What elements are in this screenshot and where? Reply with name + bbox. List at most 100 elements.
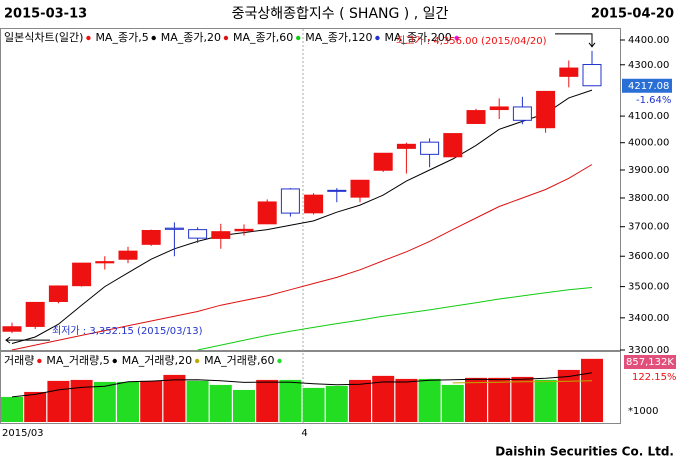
x-tick-label: 4 bbox=[301, 428, 307, 439]
candle-body bbox=[25, 301, 45, 327]
volume-bar bbox=[511, 376, 534, 422]
last-change: -1.64% bbox=[636, 95, 671, 106]
volume-bar bbox=[488, 377, 511, 422]
candle-body bbox=[141, 230, 161, 245]
volume-bar bbox=[233, 389, 255, 422]
candle-body bbox=[373, 152, 393, 171]
volume-bar bbox=[163, 374, 186, 422]
volume-bar bbox=[117, 381, 139, 422]
legend-dot bbox=[454, 35, 459, 41]
volume-bar bbox=[465, 377, 487, 422]
y-tick-label: 3500.00 bbox=[628, 282, 669, 293]
volume-bar bbox=[209, 384, 232, 422]
ma-line bbox=[11, 89, 593, 344]
volume-bar bbox=[1, 396, 23, 422]
volume-unit: *1000 bbox=[628, 406, 658, 417]
legend-dot bbox=[194, 358, 200, 364]
volume-bar bbox=[557, 369, 580, 422]
y-tick-label: 3700.00 bbox=[628, 222, 669, 233]
volume-bar bbox=[418, 378, 441, 422]
high-arrow bbox=[555, 33, 596, 48]
legend-label: MA_거래량,20 bbox=[122, 354, 192, 367]
candle-body bbox=[188, 229, 208, 239]
volume-bar bbox=[256, 379, 279, 422]
legend-dot bbox=[86, 35, 91, 41]
legend-dot bbox=[296, 35, 301, 41]
start-date: 2015-03-13 bbox=[4, 7, 87, 22]
candle-body bbox=[582, 64, 602, 87]
volume-box bbox=[624, 355, 676, 369]
candle-body bbox=[489, 106, 509, 111]
volume-panel bbox=[0, 351, 621, 424]
candle-body bbox=[234, 228, 254, 232]
candle-body bbox=[48, 285, 68, 302]
candle-body bbox=[257, 201, 277, 225]
legend-label: MA_종가,120 bbox=[305, 31, 372, 44]
end-date: 2015-04-20 bbox=[591, 7, 674, 22]
y-tick-label: 3400.00 bbox=[628, 313, 669, 324]
candle-body bbox=[327, 189, 347, 192]
high-annotation: 최고가 : 4,356.00 (2015/04/20) bbox=[396, 35, 547, 47]
candle-body bbox=[396, 143, 416, 149]
footer: Daishin Securities Co. Ltd. bbox=[495, 445, 674, 459]
volume-bar bbox=[186, 380, 209, 422]
volume-bar bbox=[325, 385, 348, 422]
legend-label: MA_거래량,60 bbox=[204, 354, 274, 367]
y-tick-label: 4100.00 bbox=[628, 111, 669, 122]
candle-body bbox=[118, 250, 138, 260]
legend-label: MA_종가,20 bbox=[161, 31, 221, 44]
volume-bar bbox=[349, 379, 371, 422]
volume-bar bbox=[302, 387, 325, 422]
volume-ratio: 122.15% bbox=[632, 372, 677, 383]
low-arrow bbox=[5, 336, 50, 344]
y-tick-label: 4400.00 bbox=[628, 35, 669, 46]
legend-label: 일본식차트(일간) bbox=[4, 30, 83, 44]
candle-body bbox=[95, 261, 115, 264]
candle-body bbox=[559, 67, 579, 77]
volume-bar bbox=[279, 379, 302, 422]
y-tick-label: 3600.00 bbox=[628, 251, 669, 262]
candle-body bbox=[512, 106, 532, 121]
chart-title: 중국상해종합지수 ( SHANG ) , 일간 bbox=[232, 6, 449, 22]
ma-line bbox=[197, 287, 593, 351]
legend-label: MA_종가,5 bbox=[95, 31, 148, 44]
legend-dot bbox=[277, 358, 282, 364]
y-tick-label: 3300.00 bbox=[628, 345, 669, 356]
volume-bar bbox=[581, 358, 603, 422]
volume-bar bbox=[140, 380, 163, 422]
legend-label: 거래량 bbox=[4, 354, 34, 367]
low-annotation: 최저가 : 3,352.15 (2015/03/13) bbox=[52, 325, 203, 337]
candle-body bbox=[2, 326, 22, 332]
volume-bar bbox=[534, 379, 557, 422]
price-box bbox=[622, 78, 672, 93]
candle-body bbox=[211, 231, 231, 239]
legend-label: MA_종가,60 bbox=[233, 31, 293, 44]
legend-label: MA_거래량,5 bbox=[46, 354, 109, 367]
candle-body bbox=[466, 110, 486, 124]
volume-bar bbox=[395, 378, 418, 422]
candle-body bbox=[72, 262, 92, 287]
y-tick-label: 3800.00 bbox=[628, 193, 669, 204]
candle-body bbox=[420, 141, 440, 155]
candle-body bbox=[280, 188, 300, 214]
volume-ma-line bbox=[11, 372, 593, 398]
y-tick-label: 4000.00 bbox=[628, 138, 669, 149]
volume-bar bbox=[24, 391, 47, 422]
legend-dot bbox=[151, 35, 156, 41]
legend-dot bbox=[223, 35, 229, 41]
legend-dot bbox=[112, 358, 117, 364]
x-tick-label: 2015/03 bbox=[2, 428, 44, 439]
candle-body bbox=[443, 133, 463, 158]
volume-last: 857,132K bbox=[626, 357, 674, 368]
legend-dot bbox=[375, 35, 380, 41]
legend-dot bbox=[37, 358, 42, 364]
volume-bar bbox=[372, 375, 395, 422]
candle-body bbox=[536, 90, 556, 129]
price-panel bbox=[0, 28, 621, 351]
volume-ma-line bbox=[452, 380, 593, 384]
volume-bar bbox=[70, 379, 93, 422]
y-tick-label: 3900.00 bbox=[628, 165, 669, 176]
volume-bar bbox=[47, 380, 70, 422]
candle-body bbox=[304, 194, 324, 214]
